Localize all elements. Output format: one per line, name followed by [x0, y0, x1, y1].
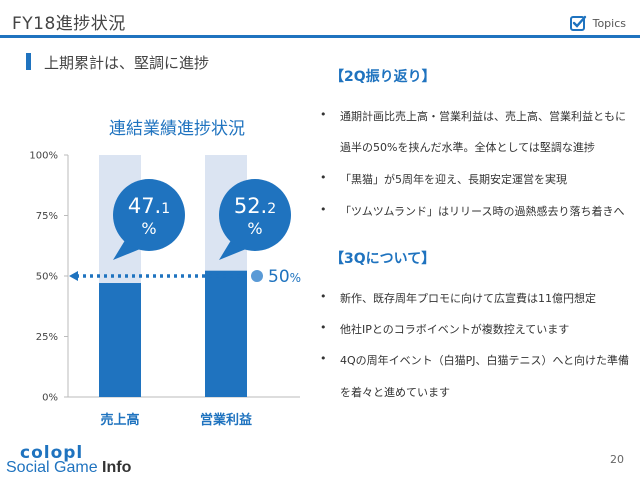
logo-social-game-info: Social Game Info: [6, 459, 132, 476]
bullet-2q-1: • 通期計画比売上高・営業利益は、売上高、営業利益ともに: [320, 108, 626, 123]
reference-label: 50%: [268, 267, 301, 287]
bullet-3q-2: • 他社IPとのコラボイベントが複数控えています: [320, 321, 570, 336]
header-rule: [0, 35, 640, 38]
bullet-2q-1-cont: 過半の50%を挟んだ水準。全体としては堅調な進捗: [340, 141, 595, 154]
page-number: 20: [610, 453, 624, 466]
bullet-2q-2: • 「黒猫」が5周年を迎え、長期安定運営を実現: [320, 171, 567, 186]
bar: [99, 283, 141, 397]
reference-marker: [251, 270, 263, 282]
category-label: 営業利益: [200, 412, 252, 428]
y-tick-label: 25%: [36, 332, 58, 343]
chart-title: 連結業績進捗状況: [109, 119, 245, 139]
logo-colopl: colopl: [20, 443, 84, 463]
data-label-unit: %: [141, 219, 156, 238]
subtitle: 上期累計は、堅調に進捗: [44, 54, 210, 72]
bar: [205, 270, 247, 397]
data-label: 52.2: [234, 194, 276, 218]
category-label: 売上高: [100, 412, 139, 428]
reference-arrowhead: [69, 271, 78, 281]
checkbox-icon: [569, 15, 586, 31]
value-bubble: [113, 179, 185, 251]
subtitle-accent: [26, 53, 31, 70]
reference-line: 50%: [69, 267, 301, 287]
data-label: 47.1: [128, 194, 170, 218]
data-label-unit: %: [247, 219, 262, 238]
topics-label: Topics: [569, 14, 626, 32]
section-heading-2q: 【2Q振り返り】: [330, 69, 436, 85]
bullet-3q-3: • 4Qの周年イベント（白猫PJ、白猫テニス）へと向けた準備: [320, 352, 629, 367]
topics-text: Topics: [592, 16, 626, 30]
y-tick-label: 100%: [29, 151, 58, 162]
y-tick-label: 0%: [42, 393, 58, 404]
site-logo: colopl Social Game Info: [6, 443, 146, 479]
bullet-3q-1: • 新作、既存周年プロモに向けて広宣費は11億円想定: [320, 290, 596, 305]
value-bubbles: 47.1%52.2%: [113, 179, 291, 260]
bullet-2q-3: • 「ツムツムランド」はリリース時の過熱感去り落ち着きへ: [320, 203, 625, 218]
section-heading-3q: 【3Qについて】: [330, 251, 436, 267]
y-tick-label: 75%: [36, 211, 58, 222]
page-title: FY18進捗状況: [12, 14, 126, 34]
y-tick-label: 50%: [36, 272, 58, 283]
value-bubble: [219, 179, 291, 251]
bullet-3q-3-cont: を着々と進めています: [340, 386, 450, 399]
